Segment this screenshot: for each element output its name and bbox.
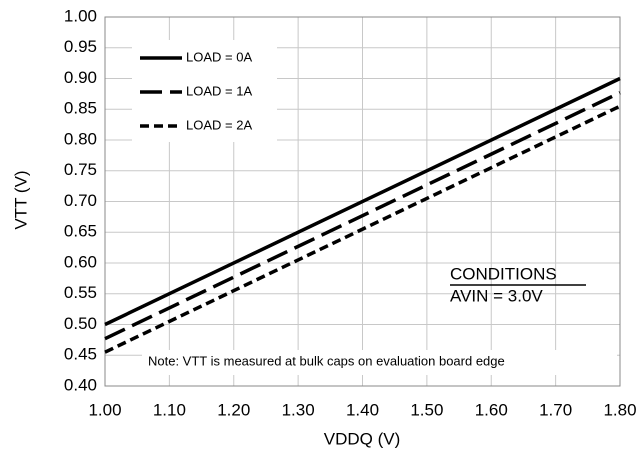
note-text: Note: VTT is measured at bulk caps on ev… — [148, 353, 505, 368]
plot-border — [104, 16, 621, 387]
x-tick-label: 1.70 — [539, 400, 572, 419]
series-line — [104, 76, 621, 327]
y-tick-label: 0.95 — [64, 37, 97, 56]
y-axis-label: VTT (V) — [11, 170, 30, 229]
series-line — [104, 91, 621, 341]
x-tick-label: 1.50 — [410, 400, 443, 419]
note-box — [142, 350, 617, 375]
y-tick-label: 0.45 — [64, 345, 97, 364]
y-tick-label: 0.40 — [64, 375, 97, 394]
conditions-text: AVIN = 3.0V — [450, 286, 543, 305]
x-tick-label: 1.00 — [88, 400, 121, 419]
y-tick-label: 0.65 — [64, 222, 97, 241]
y-tick-label: 0.60 — [64, 252, 97, 271]
x-tick-label: 1.30 — [282, 400, 315, 419]
y-tick-label: 0.80 — [64, 129, 97, 148]
x-axis-label: VDDQ (V) — [324, 429, 401, 448]
lines — [104, 76, 621, 354]
legend-label: LOAD = 2A — [186, 117, 252, 132]
x-tick-label: 1.40 — [346, 400, 379, 419]
y-tick-label: 0.90 — [64, 68, 97, 87]
x-tick-label: 1.80 — [603, 400, 636, 419]
y-tick-label: 0.50 — [64, 314, 97, 333]
y-tick-label: 0.75 — [64, 160, 97, 179]
y-tick-label: 0.70 — [64, 191, 97, 210]
y-tick-label: 0.55 — [64, 283, 97, 302]
y-tick-label: 0.85 — [64, 99, 97, 118]
y-tick-label: 1.00 — [64, 6, 97, 25]
x-tick-label: 1.20 — [217, 400, 250, 419]
series-line — [104, 104, 621, 354]
overlay: LOAD = 0A LOAD = 1A LOAD = 2A CONDITIONS AVI… — [132, 40, 617, 375]
legend-label: LOAD = 0A — [186, 49, 252, 64]
legend-label: LOAD = 1A — [186, 83, 252, 98]
x-tick-label: 1.10 — [153, 400, 186, 419]
x-tick-label: 1.60 — [475, 400, 508, 419]
conditions-title: CONDITIONS — [450, 264, 557, 283]
